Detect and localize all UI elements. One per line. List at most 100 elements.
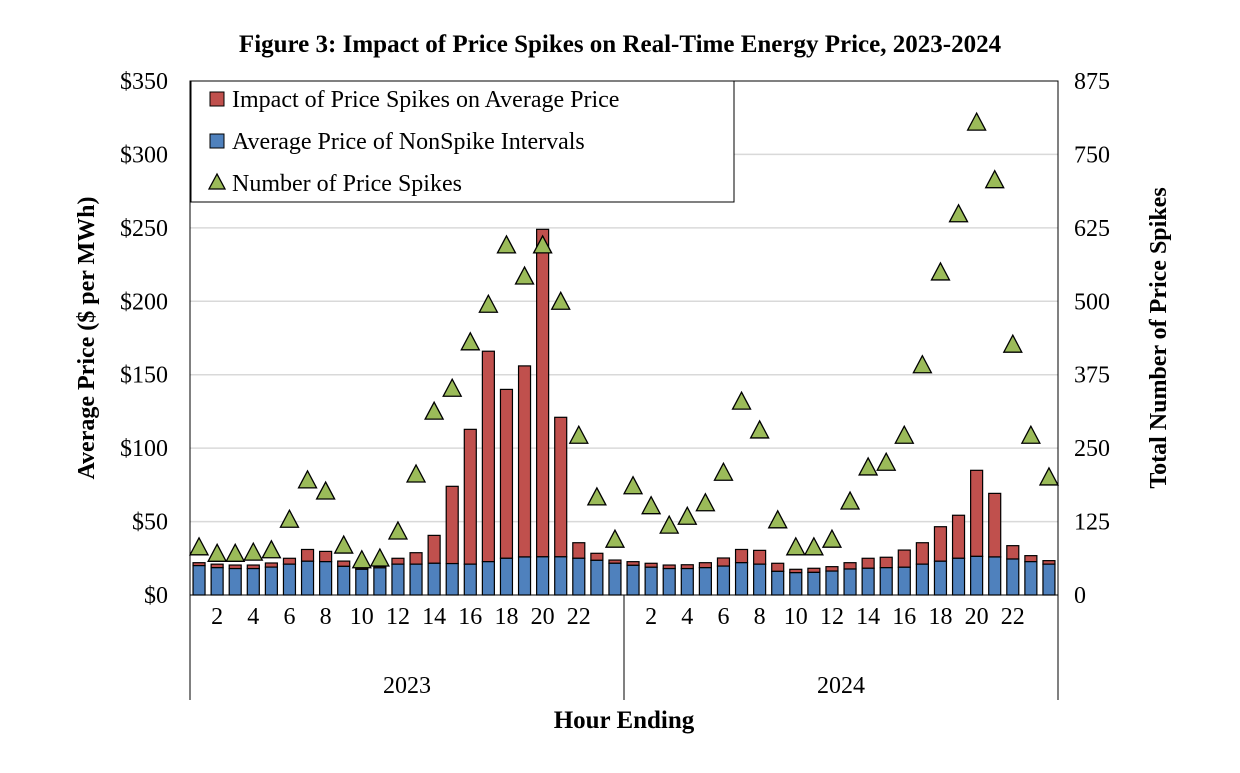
spike-point [369,547,390,567]
spike-point [839,490,861,510]
x-tick-label: 10 [350,604,374,630]
bar-nonspike [753,563,767,596]
legend-label-spikes: Number of Price Spikes [232,171,462,197]
spike-point [424,400,445,420]
bar-spike-impact [554,416,568,558]
bar-nonspike [915,563,929,596]
x-tick-label: 12 [386,604,410,630]
bar-nonspike [373,567,387,596]
legend-label-spike-impact: Impact of Price Spikes on Average Price [232,87,619,113]
bar-nonspike [337,565,351,596]
bar-nonspike [264,566,278,596]
bar-nonspike [698,567,712,596]
x-tick-label: 4 [247,604,259,630]
bar-nonspike [499,557,514,596]
spike-point [188,536,210,556]
gridlines [190,153,1058,523]
spike-point [785,536,806,556]
bar-spike-impact [536,228,550,558]
x-tick-label: 16 [458,604,482,630]
bar-spike-impact [771,562,785,572]
legend-box [190,80,735,203]
spike-point [731,390,752,410]
bar-nonspike [644,566,658,596]
bar-spike-impact [897,549,911,568]
bar-spike-impact [951,514,966,559]
spike-point [1002,333,1023,353]
bar-nonspike [590,559,604,596]
bar-nonspike [391,563,405,596]
bar-nonspike [228,567,242,596]
spike-point [695,492,716,512]
x-tick-label: 22 [1001,604,1025,630]
bar-spike-impact [300,548,315,562]
spike-point [279,508,300,528]
bar-nonspike [409,563,423,596]
bar-spike-impact [481,350,495,563]
bar-spike-impact [933,526,948,562]
x-tick-label: 18 [928,604,952,630]
x-tick-label: 16 [892,604,916,630]
bar-nonspike [608,562,622,596]
bar-nonspike [626,564,640,596]
spike-point [984,169,1005,189]
bar-nonspike [300,560,315,596]
bar-nonspike [463,563,477,596]
y2-axis-title: Total Number of Price Spikes [1146,187,1172,488]
bar-nonspike [481,561,495,596]
x-group-label: 2024 [817,673,865,699]
x-axis: 2 4 6 8 10 12 14 16 18 20 22 2 4 6 8 10 12 14 16 18 20 222023… [189,595,1059,700]
spike-point [713,461,734,481]
x-tick-label: 8 [754,604,766,630]
bar-nonspike [1006,558,1020,596]
bar-spike-impact [590,552,604,561]
x-tick-label: 22 [567,604,591,630]
bar-spike-impact [1006,545,1020,560]
bar-nonspike [572,557,586,596]
spike-point [604,528,626,548]
y-axis-title: Average Price ($ per MWh) [74,197,100,480]
bar-spike-impact [753,549,767,565]
spike-point [261,539,282,559]
bar-nonspike [825,570,839,596]
bar-spike-impact [807,567,821,573]
spike-point [207,542,228,562]
y-tick-label: $250 [120,216,168,242]
bar-nonspike [951,557,966,596]
x-tick-label: 6 [283,604,295,630]
bar-spike-impact [861,557,875,569]
bar-nonspike [897,566,911,596]
bar-spike-impact [337,560,351,567]
y2-tick-label: 125 [1074,510,1110,536]
bar-spike-impact [499,388,514,559]
y2-tick-label: 875 [1074,69,1110,95]
bar-spike-impact [915,542,929,565]
y2-tick-label: 625 [1074,216,1110,242]
spike-point [442,377,463,397]
spike-point [225,542,246,562]
bar-spike-impact [463,428,477,565]
bar-nonspike [210,567,224,596]
spike-point [858,456,879,476]
y-tick-label: $350 [120,69,168,95]
spike-point [405,463,427,483]
y2-tick-label: 250 [1074,436,1110,462]
bar-spike-impact [843,562,857,570]
y-tick-label: $100 [120,436,168,462]
spike-point [677,505,698,525]
spike-point [478,293,499,313]
bar-spike-impact [734,548,749,564]
bar-spike-impact [572,542,586,559]
x-tick-label: 20 [531,604,555,630]
bar-nonspike [789,572,803,596]
y-tick-label: $0 [144,583,168,609]
spike-point [930,261,951,281]
x-tick-label: 20 [965,604,989,630]
spike-point [749,419,770,439]
bar-spike-impact [825,566,839,572]
spike-point [297,469,318,489]
bar-nonspike [536,556,550,596]
spike-point [496,234,517,254]
x-tick-label: 4 [681,604,693,630]
spike-point [315,480,336,500]
